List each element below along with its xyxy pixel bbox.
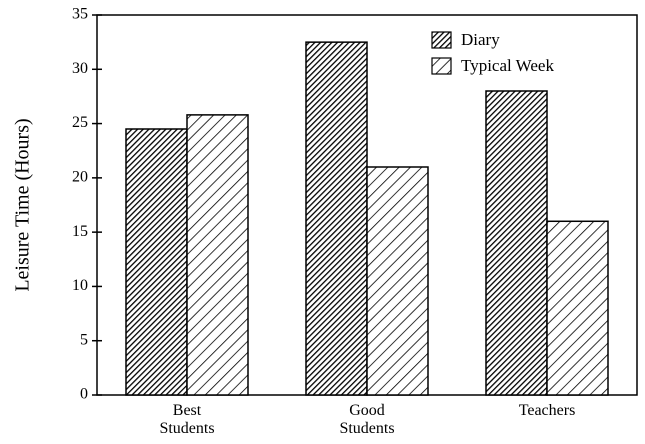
x-tick-label: Good Students — [339, 402, 395, 437]
y-tick-label: 35 — [72, 6, 88, 23]
legend-swatch — [431, 57, 452, 75]
legend-swatch — [431, 31, 452, 49]
y-tick-label: 30 — [72, 60, 88, 77]
x-tick-label: Best Students — [159, 402, 215, 437]
legend-label: Diary — [461, 30, 500, 49]
bar — [485, 90, 548, 396]
bar — [305, 41, 368, 396]
y-tick-label: 5 — [80, 331, 88, 348]
bar — [366, 166, 429, 396]
x-tick-label: Teachers — [518, 402, 576, 419]
y-axis-label: Leisure Time (Hours) — [12, 118, 34, 291]
y-tick-label: 10 — [72, 277, 88, 294]
bar — [186, 114, 249, 396]
y-tick-label: 15 — [72, 223, 88, 240]
bar — [125, 128, 188, 396]
bar — [546, 220, 609, 396]
y-tick-label: 0 — [80, 386, 88, 403]
y-tick-label: 20 — [72, 169, 88, 186]
legend-label: Typical Week — [461, 56, 554, 75]
y-tick-label: 25 — [72, 114, 88, 131]
